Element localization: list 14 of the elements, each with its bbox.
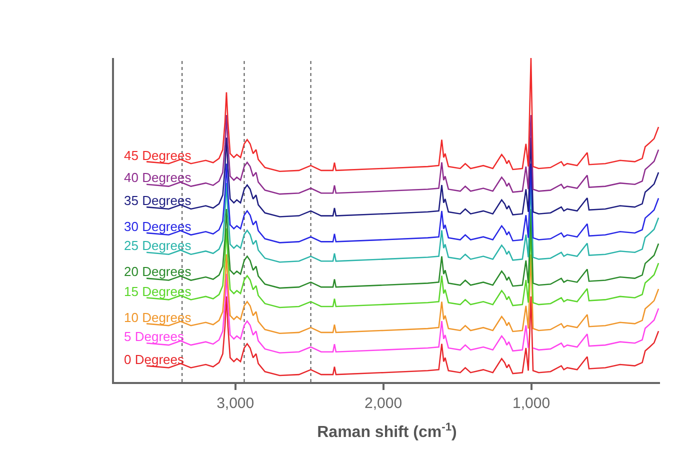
x-tick-label: 2,000 bbox=[364, 395, 402, 412]
series-label: 0 Degrees bbox=[124, 352, 184, 367]
series-label: 45 Degrees bbox=[124, 148, 192, 163]
series-label: 15 Degrees bbox=[124, 284, 192, 299]
x-axis-title: Raman shift (cm$^{-1}$) bbox=[317, 421, 457, 442]
series-label: 20 Degrees bbox=[124, 264, 192, 279]
x-tick-label: 3,000 bbox=[216, 395, 254, 412]
series-label: 10 Degrees bbox=[124, 310, 192, 325]
series-label: 40 Degrees bbox=[124, 170, 192, 185]
series-label: 30 Degrees bbox=[124, 219, 192, 234]
series-label: 35 Degrees bbox=[124, 193, 192, 208]
series-label: 25 Degrees bbox=[124, 238, 192, 253]
series-label: 5 Degrees bbox=[124, 329, 184, 344]
x-tick-label: 1,000 bbox=[512, 395, 550, 412]
